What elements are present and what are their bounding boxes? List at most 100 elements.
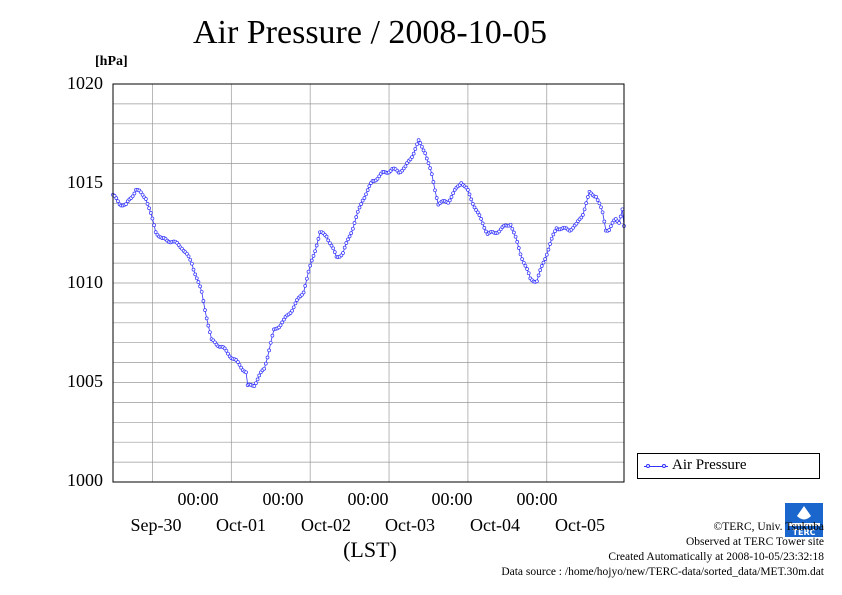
data-point — [480, 221, 485, 226]
data-point — [469, 197, 474, 202]
data-point — [526, 271, 531, 276]
data-point — [257, 373, 262, 378]
chart-title: Air Pressure / 2008-10-05 — [192, 14, 548, 51]
data-point — [431, 180, 436, 184]
x-axis-label: (LST) — [343, 537, 397, 562]
data-point — [194, 276, 199, 281]
data-point — [602, 219, 607, 224]
data-point — [521, 260, 526, 265]
data-point — [342, 245, 347, 250]
data-point — [543, 257, 547, 261]
data-point — [364, 192, 368, 197]
data-point — [188, 257, 193, 262]
data-point — [411, 151, 416, 156]
data-point — [538, 268, 543, 272]
data-point — [523, 263, 528, 268]
data-point — [472, 205, 477, 210]
data-point — [584, 201, 589, 205]
y-tick-label: 1000 — [67, 470, 103, 490]
x-tick-date-label: Oct-02 — [301, 515, 351, 535]
y-tick-label: 1010 — [67, 272, 103, 292]
data-point — [140, 192, 145, 197]
data-point — [403, 164, 408, 169]
data-point — [574, 221, 579, 226]
data-point — [114, 196, 119, 200]
legend-marker-icon — [646, 464, 650, 468]
data-point — [516, 246, 521, 250]
data-point — [324, 234, 329, 239]
data-point — [268, 340, 273, 345]
data-point — [620, 207, 625, 212]
data-point — [341, 251, 345, 255]
data-point — [262, 366, 267, 371]
data-point — [474, 208, 478, 212]
data-point — [360, 198, 365, 203]
data-point — [617, 221, 621, 225]
data-point — [582, 207, 587, 212]
data-points — [111, 138, 626, 388]
y-tick-label: 1005 — [67, 371, 103, 391]
data-point — [413, 147, 418, 151]
data-point — [239, 365, 244, 370]
data-point — [428, 166, 432, 170]
data-point — [600, 210, 605, 215]
data-point — [546, 247, 551, 252]
data-point — [352, 221, 357, 225]
data-point — [326, 238, 331, 243]
data-point — [548, 242, 552, 246]
data-point — [347, 234, 352, 239]
data-point — [255, 377, 260, 382]
data-point — [467, 192, 472, 197]
data-point — [139, 190, 143, 195]
data-point — [595, 198, 600, 202]
data-point — [222, 346, 227, 351]
data-point — [541, 260, 546, 265]
data-point — [313, 249, 317, 254]
data-point — [190, 261, 194, 266]
data-point — [254, 381, 258, 386]
data-point — [362, 196, 367, 200]
data-point — [346, 237, 350, 242]
data-point — [423, 151, 428, 156]
data-point — [153, 230, 158, 234]
data-point — [512, 230, 516, 235]
data-point — [226, 351, 230, 356]
data-point — [199, 289, 204, 294]
terc-logo-icon: TERC — [785, 503, 823, 537]
data-point — [206, 323, 211, 328]
data-point — [447, 198, 452, 203]
data-point — [263, 361, 268, 366]
data-point — [426, 161, 431, 165]
data-point — [599, 205, 603, 210]
data-point — [265, 355, 270, 360]
data-point — [477, 213, 482, 217]
data-point — [416, 138, 421, 142]
data-point — [224, 348, 229, 353]
data-point — [193, 272, 198, 277]
data-point — [252, 384, 257, 388]
data-point — [332, 250, 337, 254]
data-point — [421, 148, 426, 153]
data-point — [208, 330, 212, 335]
data-point — [551, 232, 556, 237]
data-point — [466, 188, 470, 192]
data-point — [191, 267, 196, 272]
data-point — [479, 217, 483, 221]
legend-line-icon — [644, 466, 668, 467]
data-point — [520, 257, 524, 261]
data-point — [309, 258, 314, 263]
data-point — [148, 211, 153, 215]
logo-text: TERC — [793, 528, 816, 537]
data-point — [375, 176, 380, 181]
data-point — [539, 264, 544, 268]
data-point — [244, 370, 248, 375]
data-point — [451, 191, 455, 196]
y-axis-unit: [hPa] — [95, 54, 128, 69]
data-point — [525, 267, 529, 271]
data-point — [308, 263, 313, 268]
x-tick-time-label: 00:00 — [347, 489, 389, 509]
data-point — [267, 348, 271, 353]
data-point — [607, 228, 612, 232]
data-point — [344, 241, 349, 245]
data-point — [518, 252, 523, 257]
